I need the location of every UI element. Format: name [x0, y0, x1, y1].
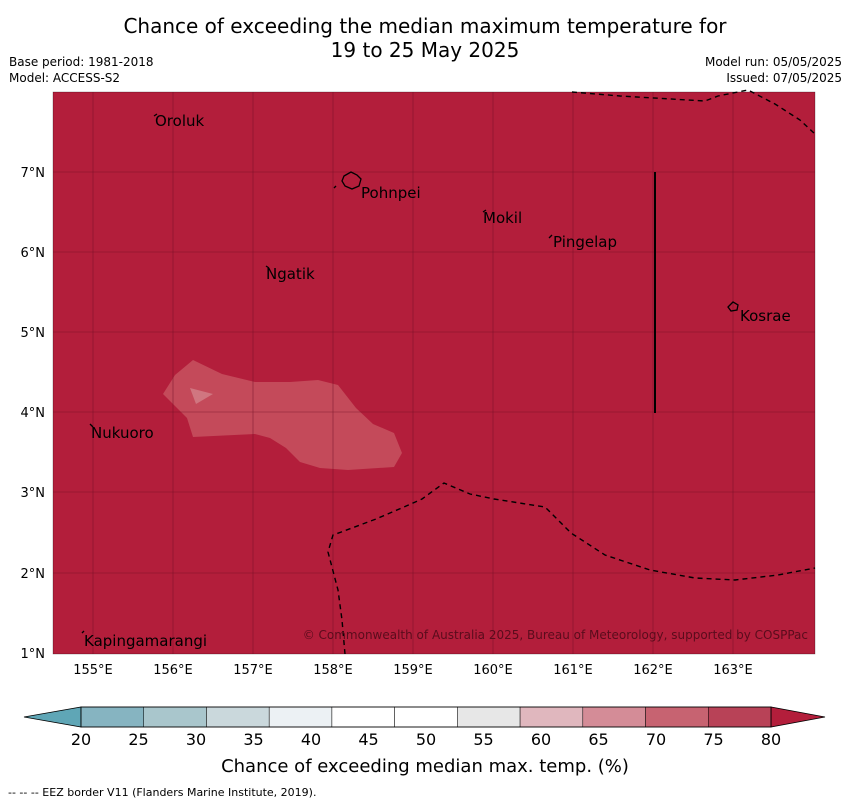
- eez-footnote: -- -- -- EEZ border V11 (Flanders Marine…: [8, 786, 317, 799]
- colorbar: 20 25 30 35 40 45 50 55 60 65 70 75 80 C…: [23, 706, 826, 777]
- lon-label: 161°E: [553, 663, 593, 678]
- gridlines: [53, 92, 815, 654]
- colorbar-segment: [645, 706, 709, 728]
- place-label: Kapingamarangi: [84, 632, 207, 650]
- pohnpei-island: [341, 171, 362, 190]
- base-period-label: Base period: 1981-2018: [9, 55, 154, 69]
- nukuoro-atoll: [89, 423, 94, 428]
- colorbar-tick: 55: [473, 730, 493, 749]
- oroluk-atoll: [153, 113, 158, 117]
- colorbar-segment: [708, 706, 772, 728]
- place-label: Ngatik: [266, 265, 315, 283]
- colorbar-tick: 65: [588, 730, 608, 749]
- colorbar-tick: 20: [71, 730, 91, 749]
- colorbar-tick: 35: [243, 730, 263, 749]
- colorbar-tick: 45: [358, 730, 378, 749]
- colorbar-segment: [206, 706, 270, 728]
- lat-label: 3°N: [21, 486, 46, 501]
- model-label: Model: ACCESS-S2: [9, 71, 121, 85]
- colorbar-left-arrow: [23, 706, 82, 728]
- pohnpei-islet: [333, 185, 337, 189]
- colorbar-segment: [80, 706, 144, 728]
- islands: [81, 113, 739, 634]
- model-run-label: Model run: 05/05/2025: [704, 55, 842, 69]
- map-title-line1: Chance of exceeding the median maximum t…: [123, 14, 727, 38]
- colorbar-label: Chance of exceeding median max. temp. (%…: [221, 756, 629, 777]
- colorbar-segment: [457, 706, 521, 728]
- colorbar-tick: 75: [703, 730, 723, 749]
- colorbar-frame: [80, 706, 772, 728]
- lat-label: 2°N: [21, 567, 46, 582]
- colorbar-tick: 25: [128, 730, 148, 749]
- lat-label: 6°N: [21, 246, 46, 261]
- lon-label: 155°E: [73, 663, 113, 678]
- lon-label: 160°E: [473, 663, 513, 678]
- lon-label: 158°E: [313, 663, 353, 678]
- colorbar-tick: 80: [761, 730, 781, 749]
- pingelap-atoll: [548, 234, 553, 239]
- eez-borders: [327, 89, 816, 655]
- lat-label: 1°N: [21, 647, 46, 662]
- colorbar-segment: [268, 706, 333, 728]
- contour-65-70: [190, 388, 213, 404]
- place-label: Pohnpei: [361, 184, 421, 202]
- lat-label: 7°N: [21, 166, 46, 181]
- kosrae-island: [727, 301, 739, 312]
- lon-label: 163°E: [713, 663, 753, 678]
- copyright-text: © Commonwealth of Australia 2025, Bureau…: [303, 628, 808, 642]
- ngatik-atoll: [265, 265, 270, 269]
- colorbar-tick: 60: [531, 730, 551, 749]
- lat-label: 5°N: [21, 326, 46, 341]
- colorbar-segment: [519, 706, 584, 728]
- lon-label: 156°E: [153, 663, 193, 678]
- colorbar-tick: 40: [301, 730, 321, 749]
- place-label: Kosrae: [740, 307, 791, 325]
- map-frame: [52, 91, 816, 655]
- place-label: Nukuoro: [91, 424, 154, 442]
- issued-label: Issued: 07/05/2025: [726, 71, 842, 85]
- lon-label: 159°E: [393, 663, 433, 678]
- place-label: Oroluk: [155, 112, 204, 130]
- colorbar-segment: [331, 706, 395, 728]
- colorbar-segment: [143, 706, 207, 728]
- lon-label: 162°E: [633, 663, 673, 678]
- lat-label: 4°N: [21, 406, 46, 421]
- kapingamarangi-atoll: [81, 630, 85, 634]
- lon-label: 157°E: [233, 663, 273, 678]
- place-label: Mokil: [483, 209, 522, 227]
- colorbar-right-arrow: [770, 706, 826, 728]
- colorbar-tick: 70: [646, 730, 666, 749]
- colorbar-segment: [582, 706, 646, 728]
- map-title-line2: 19 to 25 May 2025: [330, 38, 520, 62]
- lon-labels: 155°E 156°E 157°E 158°E 159°E 160°E 161°…: [73, 663, 753, 678]
- mokil-atoll: [482, 209, 487, 213]
- map-background: [53, 92, 815, 654]
- contour-70-75: [163, 360, 402, 470]
- colorbar-tick: 30: [186, 730, 206, 749]
- lat-labels: 7°N 6°N 5°N 4°N 3°N 2°N 1°N: [21, 166, 46, 662]
- colorbar-tick: 50: [416, 730, 436, 749]
- colorbar-segment: [394, 706, 458, 728]
- place-label: Pingelap: [553, 233, 617, 251]
